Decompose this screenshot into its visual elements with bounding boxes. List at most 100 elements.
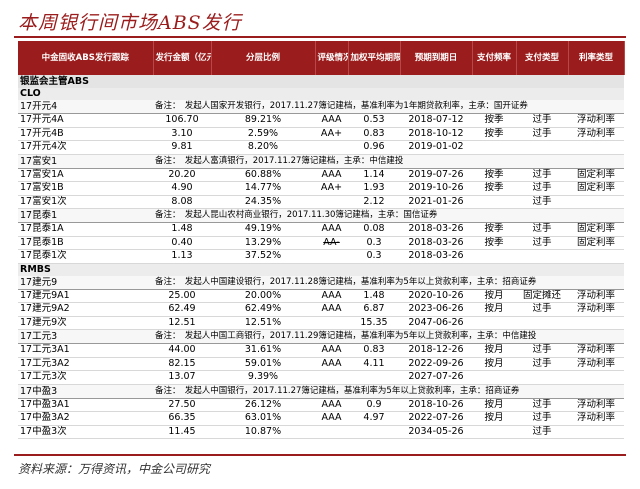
maturity-cell: 2034-05-26 — [400, 425, 472, 439]
ratio-cell: 26.12% — [211, 398, 315, 412]
maturity-cell: 2047-06-26 — [400, 316, 472, 330]
table-row: 17工元3A2 82.15 59.01% AAA 4.11 2022-09-26 按月 过手浮… — [18, 357, 624, 371]
amount-cell: 1.13 — [153, 249, 211, 264]
title-rule — [14, 36, 626, 38]
freq-cell: 按季 — [472, 127, 516, 141]
maturity-cell: 2018-12-26 — [400, 343, 472, 358]
wal-cell: 2.12 — [348, 195, 400, 209]
payment-type-cell: 过手 — [516, 343, 568, 358]
source-note: 资料来源：万得资讯，中金公司研究 — [18, 462, 211, 476]
rating-cell: AAA — [315, 222, 348, 237]
rate-type-cell: 浮动利率 — [568, 113, 624, 128]
ratio-cell: 89.21% — [211, 113, 315, 128]
rate-type-cell: 固定利率 — [568, 236, 624, 250]
ratio-cell: 13.29% — [211, 236, 315, 250]
rating-cell — [315, 140, 348, 155]
rating-cell: AAA — [315, 343, 348, 358]
freq-cell — [472, 140, 516, 155]
deal-name: 17中盈3 — [18, 384, 153, 399]
rate-type-cell: 浮动利率 — [568, 289, 624, 303]
table-row: 17中盈3A2 66.35 63.01% AAA 4.97 2022-07-26 按月 过手浮… — [18, 411, 624, 426]
amount-cell: 3.10 — [153, 127, 211, 141]
tranche-name: 17开元4次 — [18, 140, 153, 155]
rate-type-cell: 固定利率 — [568, 168, 624, 182]
col-header: 利率类型 — [568, 41, 625, 75]
payment-type-cell: 固定摊还 — [516, 289, 568, 303]
col-header: 中金固收ABS发行跟踪 — [18, 41, 154, 75]
payment-type-cell: 过手 — [516, 236, 568, 250]
amount-cell: 8.08 — [153, 195, 211, 209]
payment-type-cell: 过手 — [516, 195, 568, 209]
table-row: 17富安1B 4.90 14.77% AA+ 1.93 2019-10-26 按季 过手 固定利… — [18, 181, 624, 196]
rate-type-cell: 浮动利率 — [568, 127, 624, 141]
section-label: CLO — [18, 88, 153, 100]
maturity-cell: 2023-06-26 — [400, 302, 472, 317]
tranche-name: 17中盈3次 — [18, 425, 153, 439]
table-row: 17建元9A2 62.49 62.49% AAA 6.87 2023-06-26 按月 过手浮… — [18, 302, 624, 317]
maturity-cell: 2020-10-26 — [400, 289, 472, 303]
footer-rule — [14, 454, 626, 456]
table-row: 17中盈3次 11.45 10.87% 2034-05-26 过手 — [18, 425, 624, 439]
payment-type-cell: 过手 — [516, 411, 568, 426]
rating-cell: AAA — [315, 289, 348, 303]
table-row: 17建元9A1 25.00 20.00% AAA 1.48 2020-10-26 按月 固定摊… — [18, 289, 624, 303]
freq-cell — [472, 370, 516, 385]
deal-name: 17开元4 — [18, 100, 153, 114]
tranche-name: 17富安1A — [18, 168, 153, 182]
deal-row: 17富安1 备注： 发起人富滇银行，2017.11.27簿记建档，主承：中信建投 — [18, 154, 624, 169]
freq-cell: 按季 — [472, 236, 516, 250]
section-row: RMBS — [18, 263, 624, 276]
tranche-name: 17昆泰1次 — [18, 249, 153, 264]
ratio-cell: 9.39% — [211, 370, 315, 385]
rating-cell — [315, 425, 348, 439]
rating-cell: AAA — [315, 398, 348, 412]
tranche-name: 17昆泰1A — [18, 222, 153, 237]
maturity-cell: 2018-03-26 — [400, 249, 472, 264]
tranche-name: 17开元4A — [18, 113, 153, 128]
maturity-cell: 2019-07-26 — [400, 168, 472, 182]
rate-type-cell — [568, 195, 624, 209]
table-row: 17开元4B 3.10 2.59% AA+ 0.83 2018-10-12 按季 过手 浮动利率 — [18, 127, 624, 141]
tranche-name: 17建元9A1 — [18, 289, 153, 303]
deal-row: 17开元4 备注： 发起人国家开发银行，2017.11.27簿记建档，基准利率为1… — [18, 100, 624, 114]
ratio-cell: 2.59% — [211, 127, 315, 141]
wal-cell: 4.97 — [348, 411, 400, 426]
rate-type-cell: 浮动利率 — [568, 411, 624, 426]
rate-type-cell: 浮动利率 — [568, 343, 624, 358]
amount-cell: 4.90 — [153, 181, 211, 196]
freq-cell: 按季 — [472, 113, 516, 128]
payment-type-cell: 过手 — [516, 127, 568, 141]
deal-note: 备注： 发起人中国工商银行，2017.11.29簿记建档，基准利率为5年以上贷款… — [153, 329, 624, 344]
freq-cell: 按月 — [472, 302, 516, 317]
rating-cell: AA+ — [315, 181, 348, 196]
maturity-cell: 2022-09-26 — [400, 357, 472, 371]
rating-cell — [315, 249, 348, 264]
deal-row: 17工元3 备注： 发起人中国工商银行，2017.11.29簿记建档，基准利率为5… — [18, 329, 624, 344]
wal-cell: 0.3 — [348, 236, 400, 250]
table-row: 17中盈3A1 27.50 26.12% AAA 0.9 2018-10-26 按月 过手 浮动… — [18, 398, 624, 412]
amount-cell: 25.00 — [153, 289, 211, 303]
wal-cell: 4.11 — [348, 357, 400, 371]
wal-cell: 0.96 — [348, 140, 400, 155]
table-row: 17昆泰1A 1.48 49.19% AAA 0.08 2018-03-26 按季 过手 固定利… — [18, 222, 624, 237]
ratio-cell: 49.19% — [211, 222, 315, 237]
tranche-name: 17富安1B — [18, 181, 153, 196]
tranche-name: 17富安1次 — [18, 195, 153, 209]
amount-cell: 1.48 — [153, 222, 211, 237]
col-header: 支付频率 — [472, 41, 517, 75]
amount-cell: 20.20 — [153, 168, 211, 182]
deal-name: 17昆泰1 — [18, 208, 153, 223]
wal-cell: 0.83 — [348, 127, 400, 141]
rate-type-cell — [568, 425, 624, 439]
payment-type-cell: 过手 — [516, 181, 568, 196]
wal-cell — [348, 425, 400, 439]
payment-type-cell: 过手 — [516, 113, 568, 128]
table-row: 17富安1次 8.08 24.35% 2.12 2021-01-26 过手 — [18, 195, 624, 209]
col-header: 评级情况 — [315, 41, 349, 75]
wal-cell: 0.3 — [348, 249, 400, 264]
amount-cell: 82.15 — [153, 357, 211, 371]
maturity-cell: 2018-10-12 — [400, 127, 472, 141]
table-row: 17开元4A 106.70 89.21% AAA 0.53 2018-07-12 按季 过手浮… — [18, 113, 624, 128]
deal-name: 17建元9 — [18, 275, 153, 290]
deal-note: 备注： 发起人昆山农村商业银行，2017.11.30簿记建档，主承：国信证券 — [153, 208, 624, 223]
